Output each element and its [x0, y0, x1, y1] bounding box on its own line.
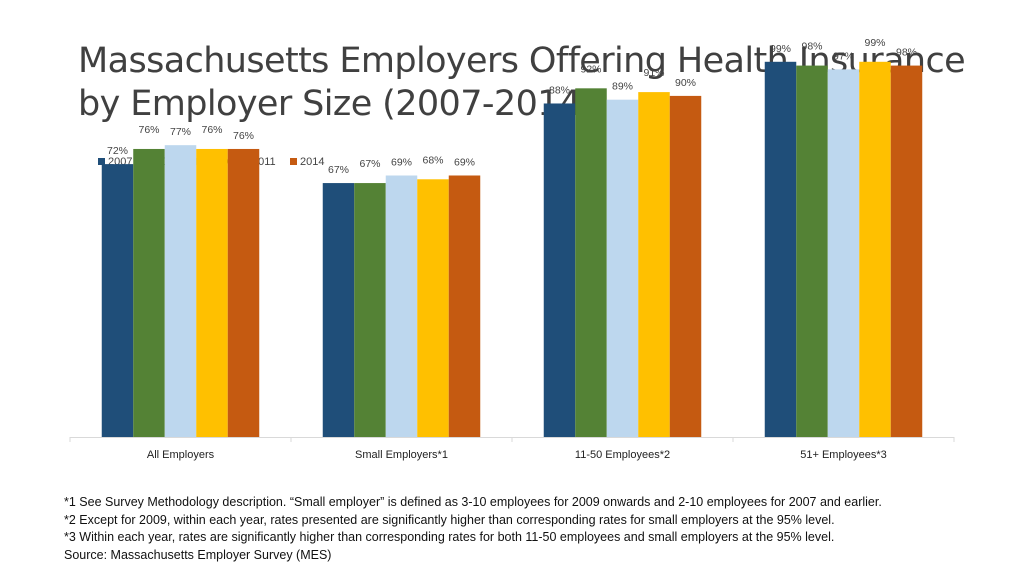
bar-2014-0 [227, 148, 260, 437]
data-label-2009-2: 92% [580, 63, 601, 75]
data-label-2010-1: 69% [391, 156, 412, 168]
bar-2010-3 [827, 69, 860, 438]
data-label-2011-2: 91% [643, 67, 664, 79]
chart-data-labels: 72% 76% 77% 76% 76% 67% 67% 69% 68% 69% 88% 92% 89% 9… [107, 37, 917, 176]
bar-2009-2 [575, 88, 607, 437]
data-label-2014-2: 90% [675, 77, 696, 89]
footnotes: *1 See Survey Methodology description. “… [64, 494, 1014, 564]
data-label-2011-3: 99% [864, 37, 885, 49]
data-label-2010-3: 97% [833, 50, 854, 62]
data-label-2011-1: 68% [422, 154, 443, 166]
data-label-2011-0: 76% [201, 124, 222, 136]
data-label-2007-0: 72% [107, 145, 128, 157]
bar-2007-2 [543, 103, 576, 437]
footnote-source: Source: Massachusetts Employer Survey (M… [64, 547, 332, 562]
data-label-2009-1: 67% [359, 158, 380, 170]
bar-2010-2 [606, 99, 639, 437]
bar-2007-0 [101, 164, 134, 437]
bar-2011-1 [417, 179, 449, 437]
slide-title: Massachusetts Employers Offering Health … [78, 41, 966, 124]
bar-2011-3 [859, 61, 891, 437]
x-tick-label-2: 11-50 Employees*2 [575, 449, 670, 461]
bar-2010-1 [385, 175, 418, 438]
data-label-2014-1: 69% [454, 156, 475, 168]
legend-swatch-2007 [98, 158, 105, 165]
x-tick-label-0: All Employers [147, 449, 215, 461]
bar-2009-1 [354, 183, 386, 437]
data-label-2007-3: 99% [770, 43, 791, 55]
legend-swatch-2014 [290, 158, 297, 165]
footnote-3: *3 Within each year, rates are significa… [64, 530, 835, 544]
chart-x-axis: All Employers Small Employers*1 11-50 Empl… [69, 437, 955, 461]
data-label-2010-0: 77% [170, 126, 191, 138]
data-label-2014-3: 98% [896, 47, 917, 59]
x-tick-label-1: Small Employers*1 [355, 449, 448, 461]
bar-2014-1 [448, 175, 481, 438]
footnote-2: *2 Except for 2009, within each year, ra… [64, 512, 835, 527]
data-label-2009-0: 76% [138, 124, 159, 136]
bar-2007-1 [322, 183, 355, 437]
bar-chart: 20072009201020112014 72%76%77%76%76%67%6… [69, 37, 955, 461]
bar-2011-0 [196, 148, 228, 437]
bar-2014-3 [890, 65, 923, 437]
bar-2010-0 [164, 145, 197, 438]
chart-bars [101, 61, 923, 438]
data-label-2014-0: 76% [233, 130, 254, 142]
bar-2014-2 [669, 95, 702, 438]
bar-2009-3 [796, 65, 828, 437]
data-label-2007-1: 67% [328, 164, 349, 176]
data-label-2010-2: 89% [612, 81, 633, 93]
bar-2011-2 [638, 92, 670, 438]
data-label-2007-2: 88% [549, 84, 570, 96]
legend-label-2014: 2014 [300, 156, 324, 168]
bar-2009-0 [133, 148, 165, 437]
footnote-1: *1 See Survey Methodology description. “… [64, 495, 882, 509]
data-label-2009-3: 98% [801, 41, 822, 53]
x-tick-label-3: 51+ Employees*3 [800, 449, 887, 461]
bar-2007-3 [764, 61, 797, 437]
